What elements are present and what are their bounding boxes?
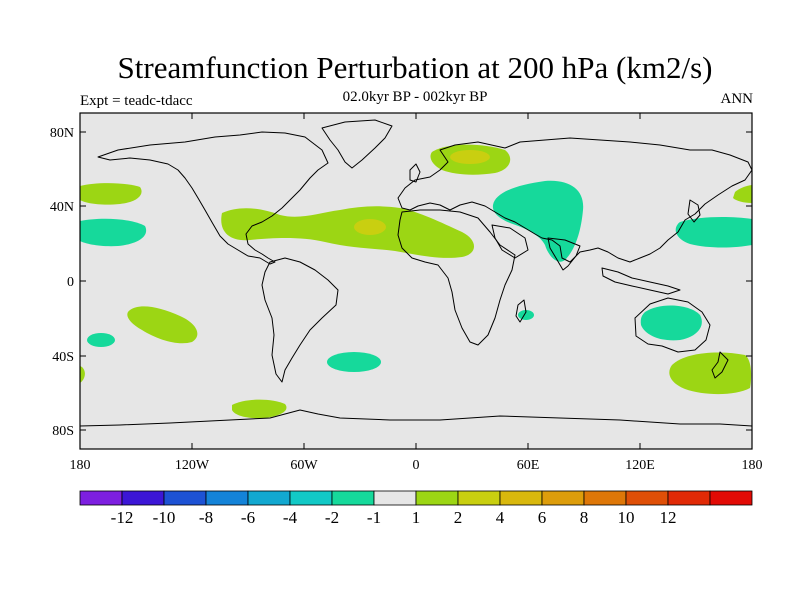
field-satlantic-negative bbox=[327, 352, 381, 372]
colorbar-swatch bbox=[625, 490, 669, 506]
field-southern-positive bbox=[232, 399, 287, 419]
colorbar-swatch bbox=[289, 490, 333, 506]
colorbar-swatch bbox=[373, 490, 417, 506]
field-spacific-positive bbox=[127, 306, 198, 344]
field-pacific-negative bbox=[80, 218, 147, 247]
colorbar-swatch bbox=[121, 490, 165, 506]
colorbar-label: 4 bbox=[496, 508, 505, 527]
field-wpacific-negative bbox=[675, 217, 752, 248]
colorbar-label: 2 bbox=[454, 508, 463, 527]
lat-tick-80s: 80S bbox=[52, 424, 74, 439]
tick-marks bbox=[80, 113, 752, 449]
colorbar-swatch bbox=[709, 490, 753, 506]
time-range-subtitle: 02.0kyr BP - 002kyr BP bbox=[342, 89, 488, 105]
colorbar-label: 10 bbox=[618, 508, 635, 527]
lat-tick-80n: 80N bbox=[50, 126, 74, 141]
colorbar-label: -10 bbox=[153, 508, 176, 527]
madagascar-outline bbox=[515, 299, 527, 323]
colorbar-swatch bbox=[205, 490, 249, 506]
field-atlantic-core bbox=[354, 219, 386, 235]
field-scandinavia-core bbox=[450, 150, 490, 164]
colorbar-label: -4 bbox=[283, 508, 298, 527]
lon-tick-120e: 120E bbox=[625, 458, 655, 473]
colorbar-swatch bbox=[499, 490, 543, 506]
map-title: Streamfunction Perturbation at 200 hPa (… bbox=[117, 50, 713, 85]
field-australia-negative bbox=[640, 305, 702, 341]
colorbar-label: 12 bbox=[660, 508, 677, 527]
colorbar-label: -2 bbox=[325, 508, 339, 527]
season-label: ANN bbox=[720, 91, 754, 107]
north-america-outline bbox=[97, 131, 329, 265]
colorbar-label: -6 bbox=[241, 508, 255, 527]
colorbar-label: 8 bbox=[580, 508, 589, 527]
colorbar-label: -12 bbox=[111, 508, 134, 527]
lon-tick-180e: 180 bbox=[742, 458, 763, 473]
colorbar-swatch bbox=[541, 490, 585, 506]
field-asia-negative bbox=[492, 180, 584, 262]
colorbar-swatch bbox=[667, 490, 711, 506]
antarctica-outline bbox=[80, 409, 752, 427]
field-spacific-negative bbox=[87, 333, 115, 347]
africa-outline bbox=[397, 209, 516, 346]
map-background bbox=[80, 113, 752, 449]
arabia-outline bbox=[491, 224, 529, 259]
field-ne-pacific bbox=[80, 183, 142, 205]
lon-tick-120w: 120W bbox=[175, 458, 210, 473]
field-dateline-positive bbox=[733, 185, 752, 203]
colorbar-swatch bbox=[247, 490, 291, 506]
colorbar-swatch bbox=[415, 490, 459, 506]
australia-outline bbox=[634, 297, 711, 353]
greenland-outline bbox=[321, 119, 393, 169]
colorbar: -12 -10 -8 -6 -4 -2 -1 1 2 4 6 8 10 12 bbox=[79, 490, 753, 527]
lat-tick-0: 0 bbox=[67, 275, 74, 290]
field-swpacific-positive bbox=[669, 352, 752, 395]
colorbar-label: 1 bbox=[412, 508, 421, 527]
coastlines bbox=[80, 119, 752, 427]
lon-tick-0: 0 bbox=[413, 458, 420, 473]
lat-tick-40s: 40S bbox=[52, 350, 74, 365]
experiment-label: Expt = teadc-tdacc bbox=[80, 93, 193, 109]
colorbar-swatch bbox=[79, 490, 123, 506]
colorbar-label: -1 bbox=[367, 508, 381, 527]
anomaly-fields bbox=[80, 144, 752, 419]
south-america-outline bbox=[261, 257, 339, 383]
field-madagascar-negative bbox=[518, 310, 534, 320]
eurasia-outline bbox=[397, 137, 752, 263]
colorbar-swatch bbox=[457, 490, 501, 506]
colorbar-swatch bbox=[583, 490, 627, 506]
lon-tick-60w: 60W bbox=[290, 458, 318, 473]
lat-tick-40n: 40N bbox=[50, 200, 74, 215]
indonesia-outline bbox=[601, 267, 681, 295]
lon-tick-180w: 180 bbox=[70, 458, 91, 473]
india-outline bbox=[547, 237, 581, 271]
colorbar-swatch bbox=[331, 490, 375, 506]
new-zealand-outline bbox=[711, 351, 729, 379]
colorbar-label: 6 bbox=[538, 508, 547, 527]
japan-outline bbox=[687, 199, 701, 223]
field-atlantic-band bbox=[221, 206, 474, 258]
lon-tick-60e: 60E bbox=[517, 458, 540, 473]
colorbar-label: -8 bbox=[199, 508, 213, 527]
uk-outline bbox=[409, 163, 421, 183]
field-west-edge-positive bbox=[80, 366, 85, 383]
colorbar-swatch bbox=[163, 490, 207, 506]
